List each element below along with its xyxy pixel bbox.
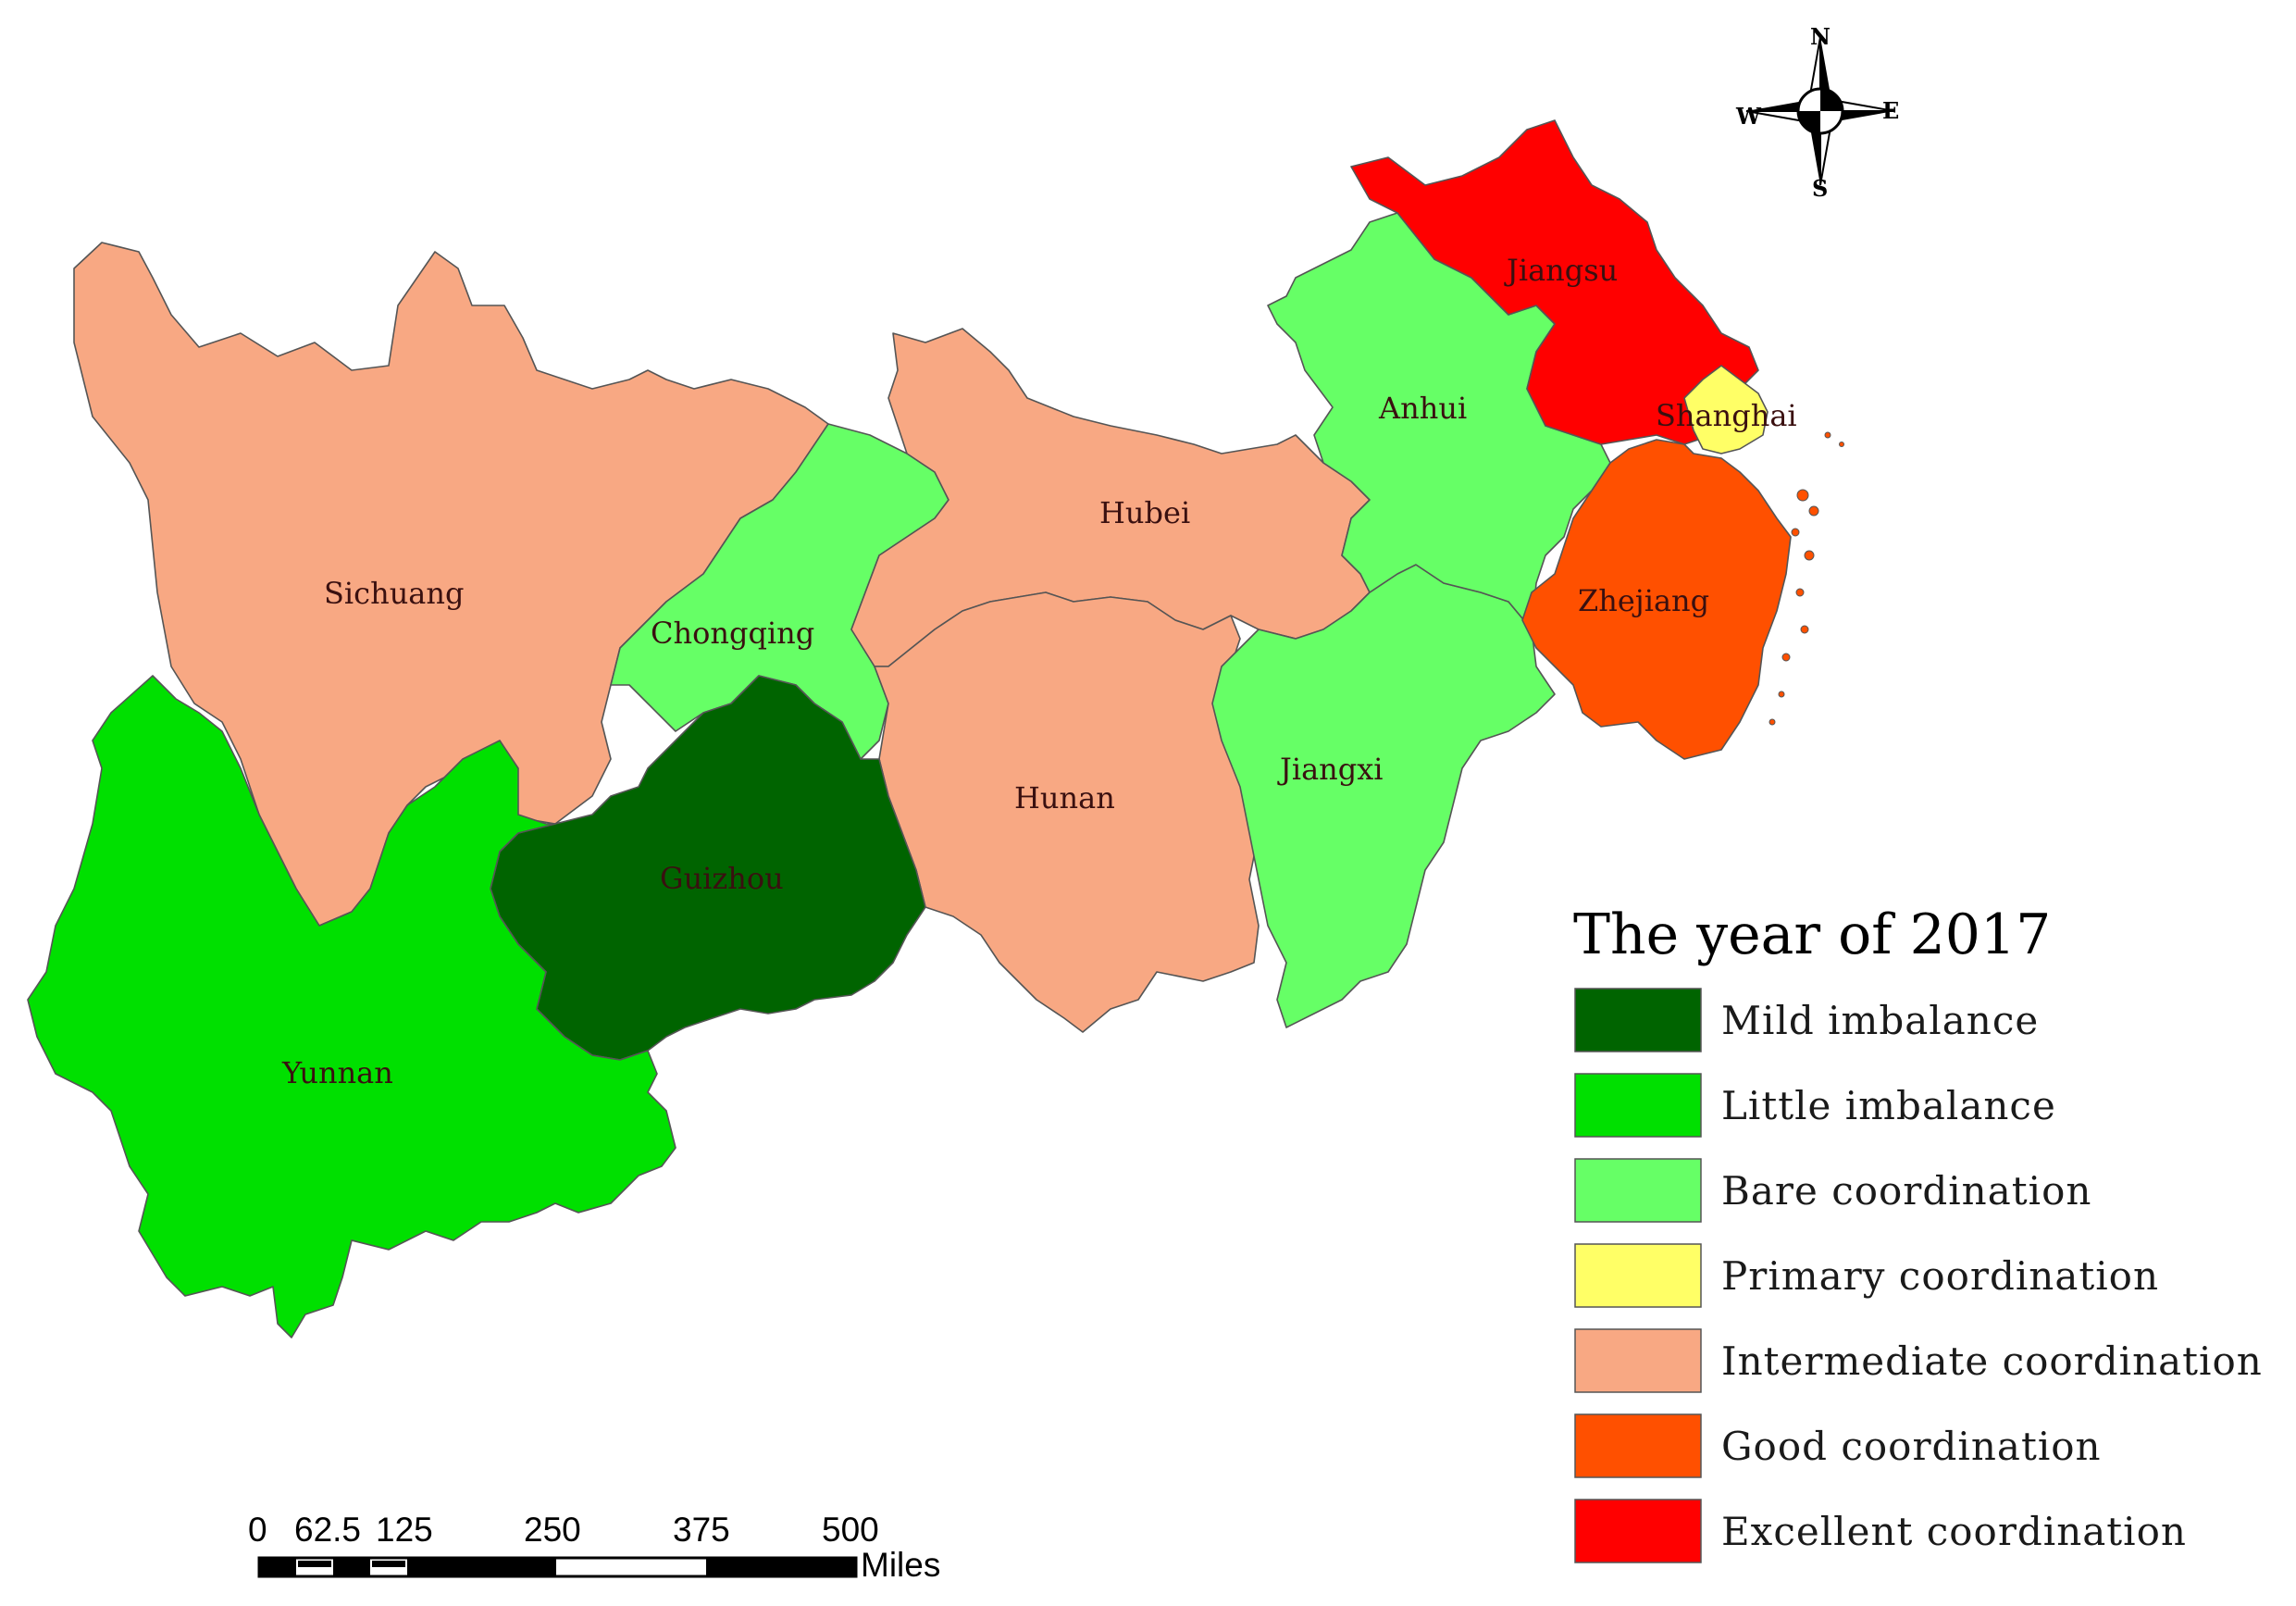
- legend-label-bare: Bare coordination: [1721, 1168, 2091, 1214]
- legend-swatch-little: [1574, 1073, 1702, 1138]
- label-guizhou: Guizhou: [660, 861, 784, 896]
- label-anhui: Anhui: [1378, 391, 1467, 426]
- label-sichuang: Sichuang: [324, 576, 464, 611]
- scale-tick-125: 125: [376, 1511, 433, 1549]
- scale-bar: 0 62.5 125 250 375 500 Miles: [248, 1511, 940, 1584]
- scale-seg-2: [333, 1558, 370, 1576]
- legend-swatch-good: [1574, 1413, 1702, 1478]
- label-jiangsu: Jiangsu: [1504, 253, 1618, 288]
- region-shanghai: [1683, 365, 1769, 454]
- legend-swatch-bare: [1574, 1158, 1702, 1223]
- scale-unit: Miles: [861, 1546, 940, 1584]
- scale-tick-62-5: 62.5: [294, 1511, 361, 1549]
- legend-swatch-intermediate: [1574, 1328, 1702, 1393]
- region-zhejiang: [1521, 439, 1792, 760]
- zhejiang-islands: [1769, 431, 1844, 726]
- compass-n: N: [1810, 23, 1831, 50]
- compass-e: E: [1882, 97, 1899, 124]
- scale-tick-0: 0: [248, 1511, 267, 1549]
- scale-seg-mid-b: [372, 1561, 405, 1567]
- label-shanghai: Shanghai: [1656, 398, 1797, 433]
- label-zhejiang: Zhejiang: [1578, 583, 1709, 618]
- legend-title: The year of 2017: [1573, 903, 2051, 967]
- scale-tick-250: 250: [524, 1511, 581, 1549]
- scale-tick-375: 375: [673, 1511, 730, 1549]
- legend-label-little: Little imbalance: [1721, 1083, 2056, 1128]
- label-jiangxi: Jiangxi: [1277, 752, 1384, 787]
- legend: The year of 2017 Mild imbalance Little i…: [1573, 903, 2263, 1563]
- legend-label-mild: Mild imbalance: [1721, 998, 2039, 1043]
- legend-swatch-primary: [1574, 1243, 1702, 1308]
- region-jiangxi: [1211, 564, 1556, 1028]
- compass-rose: N S E W: [1735, 23, 1899, 202]
- scale-seg-3: [407, 1558, 556, 1576]
- legend-label-excellent: Excellent coordination: [1721, 1509, 2187, 1554]
- compass-icon: [1745, 36, 1895, 186]
- compass-s: S: [1812, 175, 1828, 202]
- compass-w: W: [1735, 103, 1762, 130]
- label-hubei: Hubei: [1099, 495, 1190, 530]
- label-hunan: Hunan: [1014, 780, 1115, 815]
- legend-swatch-excellent: [1574, 1499, 1702, 1563]
- legend-swatch-mild: [1574, 988, 1702, 1052]
- label-yunnan: Yunnan: [281, 1055, 393, 1090]
- scale-seg-mid-a: [298, 1561, 331, 1567]
- legend-label-good: Good coordination: [1721, 1424, 2102, 1469]
- label-chongqing: Chongqing: [651, 616, 814, 651]
- legend-label-intermediate: Intermediate coordination: [1721, 1338, 2263, 1384]
- region-guizhou: [490, 675, 926, 1061]
- scale-seg-1: [259, 1558, 296, 1576]
- legend-label-primary: Primary coordination: [1721, 1253, 2159, 1299]
- scale-tick-500: 500: [822, 1511, 879, 1549]
- region-yunnan: [27, 675, 676, 1338]
- scale-seg-4: [706, 1558, 856, 1576]
- region-labels: Sichuang Chongqing Hubei Hunan Guizhou Y…: [281, 253, 1797, 1090]
- regions-layer: [27, 119, 1844, 1338]
